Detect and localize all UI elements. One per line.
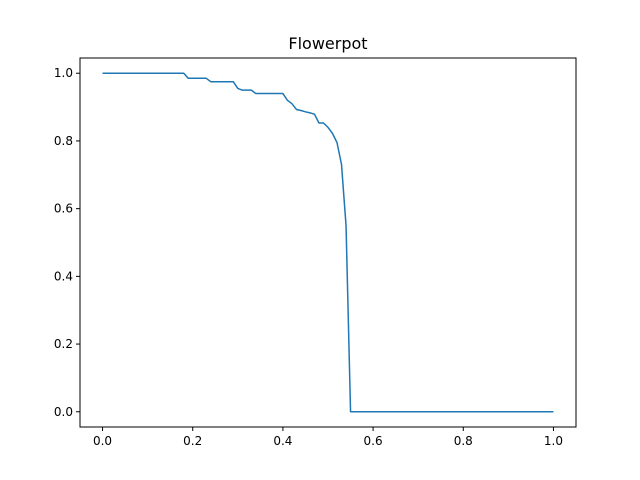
x-tick-label: 0.8 (454, 434, 473, 448)
x-axis-ticks: 0.0 0.2 0.4 0.6 0.8 1.0 (93, 427, 563, 448)
x-tick-label: 1.0 (544, 434, 563, 448)
x-tick-label: 0.6 (364, 434, 383, 448)
x-tick-label: 0.4 (273, 434, 292, 448)
plot-area-frame (79, 57, 577, 428)
plot-area-background (80, 58, 576, 427)
x-tick-label: 0.0 (93, 434, 112, 448)
y-tick-label: 0.2 (54, 337, 73, 351)
series-layer (102, 72, 554, 413)
y-tick-label: 1.0 (54, 66, 73, 80)
y-tick-label: 0.6 (54, 202, 73, 216)
y-axis-ticks: 0.0 0.2 0.4 0.6 0.8 1.0 (54, 66, 80, 419)
series-line-0 (102, 72, 554, 413)
x-tick-label: 0.2 (183, 434, 202, 448)
y-tick-label: 0.8 (54, 134, 73, 148)
y-tick-label: 0.4 (54, 269, 73, 283)
chart-title: Flowerpot (288, 34, 367, 53)
y-tick-label: 0.0 (54, 405, 73, 419)
